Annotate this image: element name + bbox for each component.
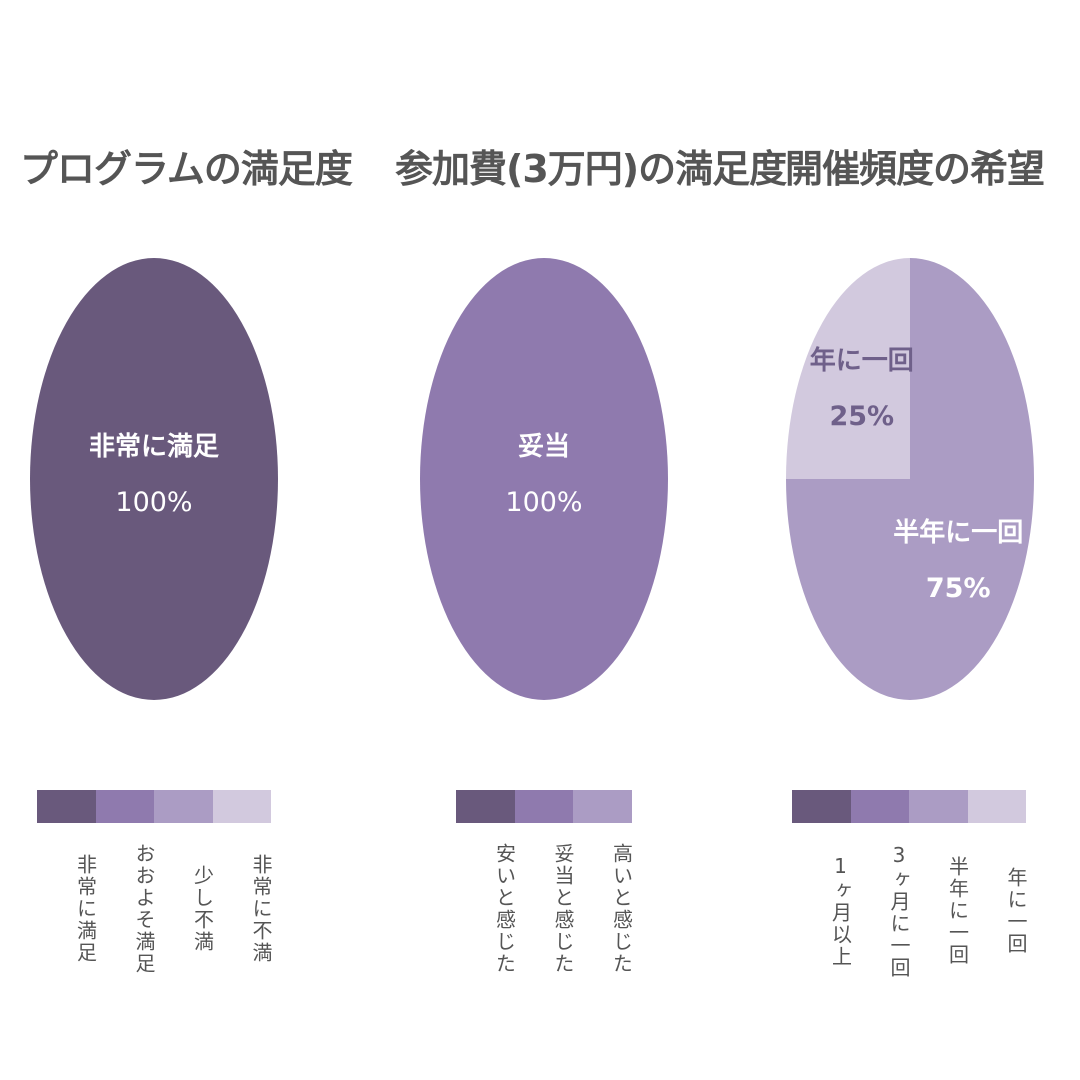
chart-1-legend-swatches bbox=[37, 790, 271, 823]
chart-2-legend-label-2: 妥当と感じた bbox=[551, 843, 575, 975]
chart-1-pie: 非常に満足 100% bbox=[30, 258, 278, 700]
chart-1-legend-label-3: 少し不満 bbox=[190, 865, 215, 953]
chart-1-slice-1 bbox=[30, 258, 278, 700]
chart-3-legend: 1ヶ月以上 3ヶ月に一回 半年に一回 年に一回 bbox=[792, 790, 1029, 979]
chart-3-legend-swatch-2 bbox=[850, 790, 909, 823]
chart-2-legend-swatches bbox=[456, 790, 632, 823]
chart-2-legend-swatch-2 bbox=[514, 790, 573, 823]
chart-3-slice-2-label: 年に一回 bbox=[810, 345, 914, 376]
chart-1-legend-swatch-2 bbox=[95, 790, 154, 823]
chart-2-slice-1 bbox=[420, 258, 668, 700]
chart-3-slice-1-label: 半年に一回 bbox=[893, 517, 1023, 548]
chart-2-legend-labels: 安いと感じた 妥当と感じた 高いと感じた bbox=[456, 843, 634, 975]
chart-1-legend-label-2: おおよそ満足 bbox=[132, 843, 156, 975]
chart-1-slice-1-value: 100% bbox=[115, 487, 192, 518]
chart-2-slice-1-value: 100% bbox=[505, 487, 582, 518]
chart-3-slice-1-value: 75% bbox=[926, 573, 991, 604]
chart-3-legend-labels: 1ヶ月以上 3ヶ月に一回 半年に一回 年に一回 bbox=[792, 843, 1029, 979]
chart-1-legend-label-4: 非常に不満 bbox=[249, 854, 273, 964]
chart-3-legend-label-2: 3ヶ月に一回 bbox=[887, 843, 911, 979]
chart-3-legend-swatches bbox=[792, 790, 1026, 823]
chart-2-legend-label-3: 高いと感じた bbox=[609, 843, 634, 975]
chart-3-legend-label-4: 年に一回 bbox=[1004, 867, 1028, 955]
chart-1-legend-swatch-4 bbox=[212, 790, 271, 823]
chart-1-legend-labels: 非常に満足 おおよそ満足 少し不満 非常に不満 bbox=[37, 843, 274, 975]
chart-2-legend-swatch-3 bbox=[573, 790, 632, 823]
chart-3-title: 開催頻度の希望 bbox=[785, 147, 1045, 191]
chart-2-legend-label-1: 安いと感じた bbox=[492, 843, 517, 975]
chart-3-slice-2 bbox=[786, 258, 910, 479]
chart-3-legend-swatch-3 bbox=[909, 790, 968, 823]
chart-1-legend-swatch-3 bbox=[154, 790, 213, 823]
chart-1-legend-swatch-1 bbox=[37, 790, 96, 823]
chart-3-legend-swatch-4 bbox=[967, 790, 1026, 823]
chart-2-legend-swatch-1 bbox=[456, 790, 515, 823]
chart-3-pie: 半年に一回 75% 年に一回 25% bbox=[786, 258, 1034, 700]
chart-1-legend: 非常に満足 おおよそ満足 少し不満 非常に不満 bbox=[37, 790, 274, 975]
chart-1-title: プログラムの満足度 bbox=[20, 147, 353, 191]
chart-1-legend-label-1: 非常に満足 bbox=[73, 854, 98, 964]
chart-2-slice-1-label: 妥当 bbox=[518, 432, 570, 462]
chart-1-slice-1-label: 非常に満足 bbox=[89, 432, 219, 462]
chart-3-legend-swatch-1 bbox=[792, 790, 851, 823]
chart-2-title: 参加費(3万円)の満足度 bbox=[395, 147, 787, 191]
chart-2-pie: 妥当 100% bbox=[420, 258, 668, 700]
chart-3-legend-label-1: 1ヶ月以上 bbox=[828, 854, 853, 968]
chart-3-legend-label-3: 半年に一回 bbox=[945, 856, 970, 966]
chart-2-legend: 安いと感じた 妥当と感じた 高いと感じた bbox=[456, 790, 634, 975]
chart-3-slice-2-value: 25% bbox=[829, 401, 894, 432]
